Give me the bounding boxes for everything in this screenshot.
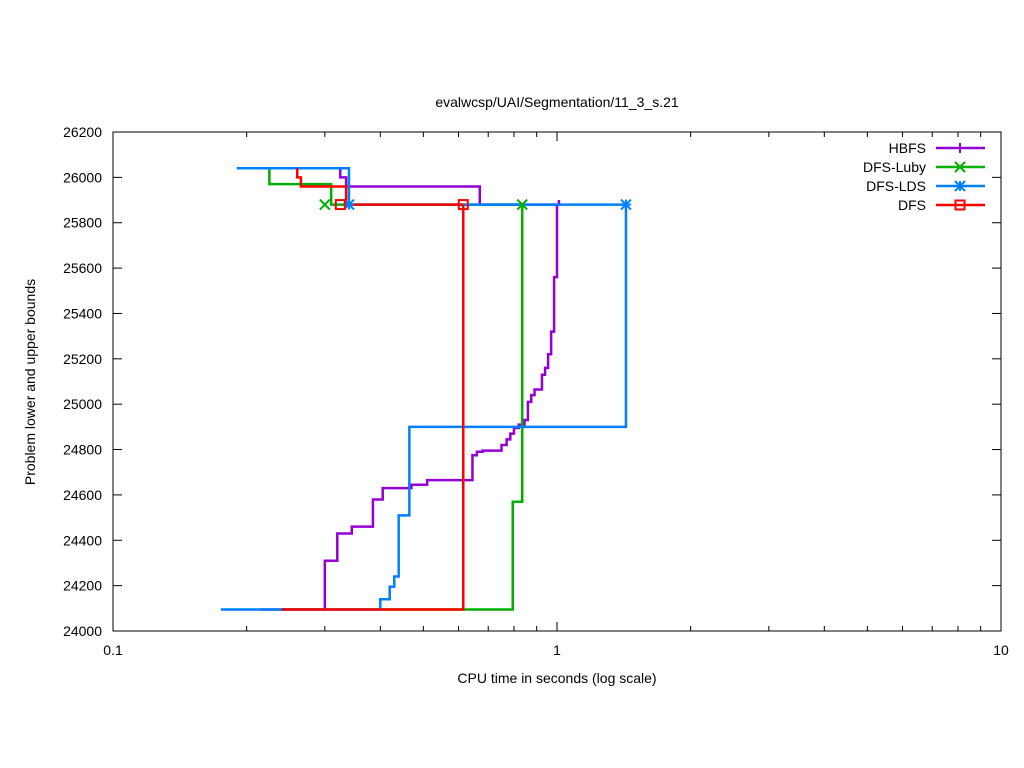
dfs-lds-lower-bound-line	[220, 204, 628, 611]
legend-marker-dfs-luby	[954, 161, 966, 173]
y-tick-label: 24400	[63, 532, 102, 548]
y-tick-label: 25200	[63, 351, 102, 367]
legend-label-dfs: DFS	[898, 197, 926, 213]
dfs-marker	[334, 199, 346, 211]
chart-title: evalwcsp/UAI/Segmentation/11_3_s.21	[435, 94, 679, 110]
y-axis-ticks: 24000 24200 24400 24600 24800 25000 25200 25400…	[63, 124, 1001, 639]
legend-label-dfs-lds: DFS-LDS	[866, 178, 926, 194]
x-tick-label: 1	[553, 642, 561, 658]
y-tick-label: 24000	[63, 623, 102, 639]
legend-label-hbfs: HBFS	[889, 140, 926, 156]
y-axis-label: Problem lower and upper bounds	[22, 279, 38, 485]
series-layer	[220, 167, 632, 611]
dfs-lds-marker	[620, 198, 632, 211]
hbfs-upper-bound-line	[339, 168, 561, 206]
x-tick-label: 0.1	[103, 642, 123, 658]
dfs-luby-marker	[516, 198, 528, 211]
y-tick-label: 26200	[63, 124, 102, 140]
y-tick-label: 25800	[63, 215, 102, 231]
y-tick-label: 25600	[63, 260, 102, 276]
legend-label-dfs-luby: DFS-Luby	[863, 159, 926, 175]
legend: HBFS DFS-Luby DFS-LDS DFS	[863, 140, 985, 213]
y-tick-label: 26000	[63, 169, 102, 185]
dfs-luby-marker	[319, 198, 331, 211]
y-tick-label: 25400	[63, 305, 102, 321]
hbfs-lower-bound-line	[260, 204, 559, 611]
dfs-marker	[457, 199, 469, 211]
dfs-luby-lower-bound-line	[281, 204, 524, 611]
legend-marker-dfs-lds	[954, 180, 966, 192]
y-tick-label: 25000	[63, 396, 102, 412]
x-axis-ticks: 0.1 1 10	[103, 132, 1009, 658]
legend-marker-hbfs	[955, 143, 965, 153]
y-tick-label: 24800	[63, 442, 102, 458]
y-tick-label: 24600	[63, 487, 102, 503]
dfs-lds-upper-bound-line	[236, 167, 626, 206]
x-tick-label: 10	[993, 642, 1009, 658]
dfs-lower-bound-line	[281, 204, 465, 611]
y-tick-label: 24200	[63, 578, 102, 594]
legend-marker-dfs	[954, 199, 966, 211]
x-axis-label: CPU time in seconds (log scale)	[457, 670, 656, 686]
